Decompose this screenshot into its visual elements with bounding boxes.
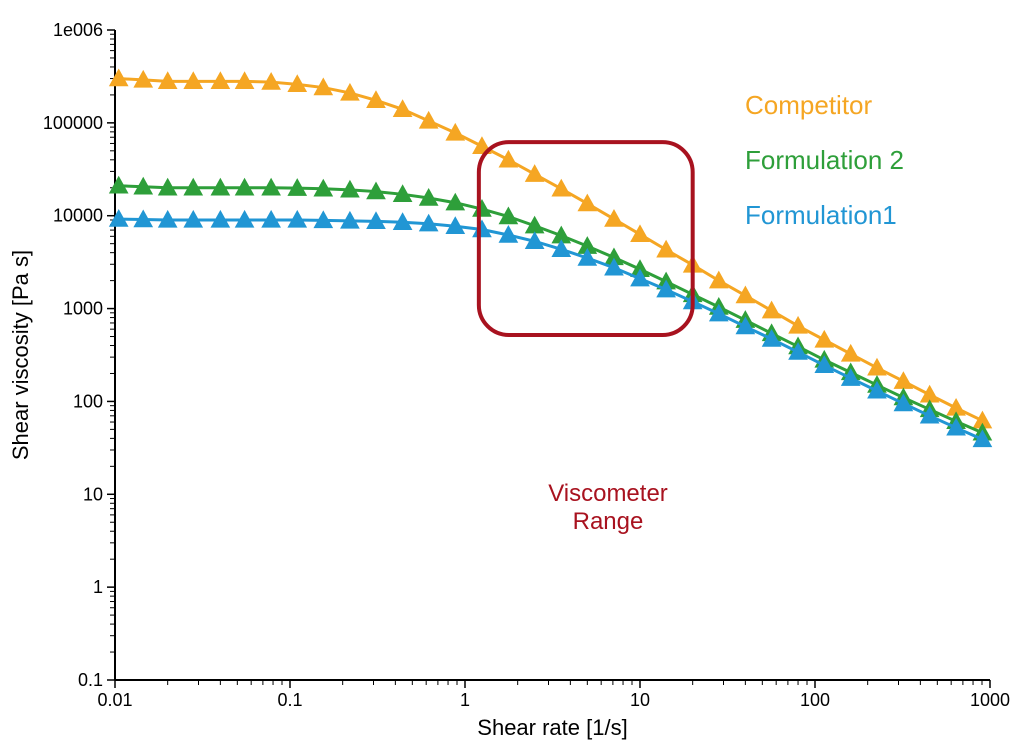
legend-item: Formulation 2 — [745, 145, 904, 176]
svg-text:1e006: 1e006 — [53, 20, 103, 40]
svg-text:100: 100 — [800, 690, 830, 710]
svg-text:1: 1 — [460, 690, 470, 710]
svg-text:1000: 1000 — [970, 690, 1010, 710]
svg-text:0.1: 0.1 — [78, 670, 103, 690]
annotation-line1: Viscometer — [548, 480, 668, 507]
svg-text:100: 100 — [73, 391, 103, 411]
legend-item: Competitor — [745, 90, 872, 121]
svg-text:1000: 1000 — [63, 299, 103, 319]
annotation-line2: Range — [573, 508, 644, 535]
y-axis-label: Shear viscosity [Pa s] — [8, 250, 33, 460]
svg-text:1: 1 — [93, 577, 103, 597]
series-line — [119, 219, 983, 439]
svg-text:10: 10 — [630, 690, 650, 710]
svg-text:0.01: 0.01 — [97, 690, 132, 710]
svg-text:10000: 10000 — [53, 206, 103, 226]
svg-text:0.1: 0.1 — [277, 690, 302, 710]
legend-item: Formulation1 — [745, 200, 897, 231]
svg-text:10: 10 — [83, 484, 103, 504]
x-axis-label: Shear rate [1/s] — [477, 715, 627, 740]
svg-text:100000: 100000 — [43, 113, 103, 133]
viscometer-range-label: Viscometer Range — [528, 480, 688, 536]
